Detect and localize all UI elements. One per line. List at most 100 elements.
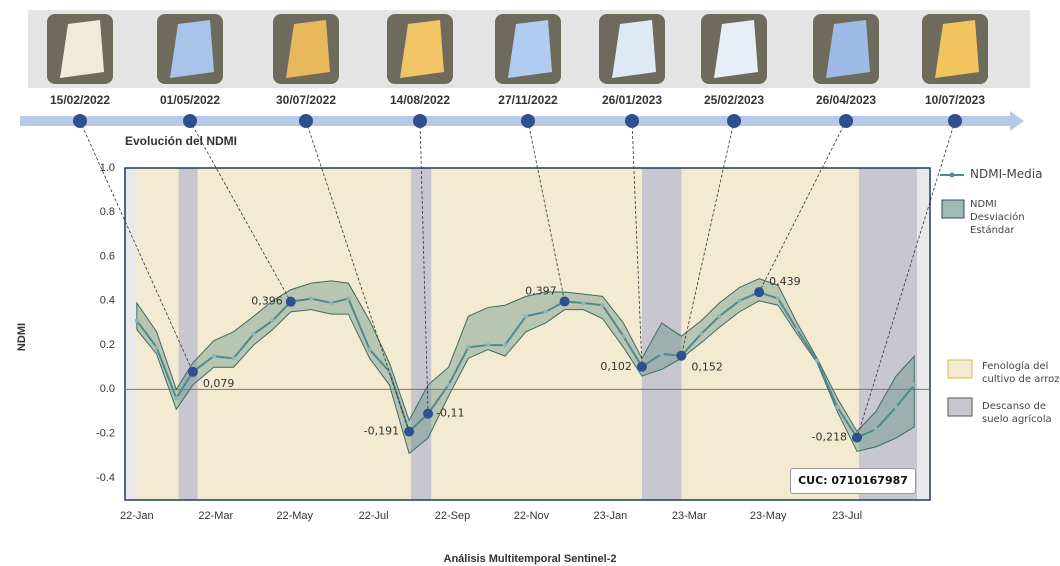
thumbnail-field xyxy=(935,20,979,78)
mean-point xyxy=(737,298,742,303)
mean-point xyxy=(154,345,159,350)
legend-label: Descanso de suelo agrícola xyxy=(982,401,1052,425)
fallow-period xyxy=(411,168,432,500)
value-label: 0,439 xyxy=(769,275,801,288)
footer: Análisis Multitemporal Sentinel-2 xyxy=(444,553,617,565)
thumbnail-field xyxy=(826,20,870,78)
thumbnail-field xyxy=(400,20,444,78)
legend-swatch xyxy=(947,359,973,379)
legend-dot xyxy=(949,172,955,178)
mean-point xyxy=(621,334,626,339)
y-tick-label: 0.6 xyxy=(100,250,115,262)
x-tick-label: 23-May xyxy=(750,510,787,522)
timeline-dot xyxy=(625,114,639,128)
connector xyxy=(856,120,956,438)
mean-point xyxy=(134,318,140,323)
fallow-period xyxy=(178,168,198,500)
mean-point xyxy=(794,327,800,332)
value-label: 0,079 xyxy=(203,377,235,390)
mean-point xyxy=(893,404,899,410)
mean-point xyxy=(600,303,605,308)
mean-point xyxy=(698,331,704,337)
mean-point xyxy=(346,296,351,301)
timeline-dot xyxy=(73,114,87,128)
connector xyxy=(305,120,410,432)
connector xyxy=(419,120,429,414)
value-label: -0,11 xyxy=(436,407,464,420)
timeline-dot xyxy=(948,114,962,128)
mean-point xyxy=(174,395,179,401)
mean-point xyxy=(775,296,781,301)
crop-period xyxy=(135,168,917,500)
highlight-point xyxy=(285,296,296,307)
x-tick-label: 23-Jan xyxy=(594,510,628,522)
x-tick-label: 22-Nov xyxy=(514,510,550,522)
date-label: 01/05/2022 xyxy=(160,93,220,107)
std-band xyxy=(136,278,915,455)
mean-point xyxy=(659,351,664,357)
mean-point xyxy=(329,300,334,306)
x-tick-label: 22-Sep xyxy=(435,510,470,522)
mean-point xyxy=(581,300,586,306)
mean-point xyxy=(814,358,820,363)
x-tick-label: 22-Mar xyxy=(198,510,233,522)
thumbnail-field xyxy=(508,20,552,78)
y-tick-label: 0.2 xyxy=(100,339,115,351)
date-label: 26/01/2023 xyxy=(602,93,662,107)
date-label: 15/02/2022 xyxy=(50,93,110,107)
legend-swatch xyxy=(947,397,973,417)
legend-label: NDMI Desviación Estándar xyxy=(970,199,1025,236)
mean-point xyxy=(502,342,508,348)
x-tick-label: 23-Mar xyxy=(672,510,707,522)
mean-point xyxy=(367,347,372,352)
timeline-dot xyxy=(727,114,741,128)
value-label: 0,397 xyxy=(525,284,557,297)
x-tick-label: 22-May xyxy=(276,510,313,522)
y-axis-label: NDMI xyxy=(16,323,28,351)
mean-point xyxy=(466,345,471,350)
highlight-point xyxy=(404,426,415,437)
mean-point xyxy=(835,404,840,410)
mean-point xyxy=(231,356,236,361)
mean-point xyxy=(523,314,529,319)
connector xyxy=(79,120,194,373)
mean-point xyxy=(211,353,216,359)
y-tick-label: -0.2 xyxy=(96,428,115,440)
timeline-dot xyxy=(521,114,535,128)
legend-label: Fenología del cultivo de arroz xyxy=(982,361,1060,385)
date-label: 30/07/2022 xyxy=(276,93,336,107)
fallow-period xyxy=(641,168,682,500)
connector xyxy=(189,120,292,302)
timeline-dot xyxy=(413,114,427,128)
connector xyxy=(527,120,565,302)
connector xyxy=(631,120,643,367)
mean-point xyxy=(270,318,275,323)
connector xyxy=(681,120,735,356)
y-tick-label: 0.8 xyxy=(100,206,115,218)
timeline-dot xyxy=(839,114,853,128)
highlight-point xyxy=(423,408,434,419)
highlight-point xyxy=(636,361,647,372)
value-label: 0,102 xyxy=(600,360,632,373)
mean-point xyxy=(873,426,879,432)
value-label: 0,152 xyxy=(691,361,723,374)
annotation: CUC: 0710167987 xyxy=(790,468,916,494)
mean-point xyxy=(251,331,256,337)
value-label: 0,396 xyxy=(251,295,283,308)
mean-point xyxy=(387,369,392,374)
mean-point xyxy=(717,314,722,319)
chart-title: Evolución del NDMI xyxy=(125,134,237,148)
thumbnail-field xyxy=(170,20,214,78)
value-label: -0,191 xyxy=(364,425,399,438)
legend-label: NDMI-Media xyxy=(970,167,1043,181)
mean-point xyxy=(912,382,917,388)
connector xyxy=(758,120,847,293)
y-tick-label: 0.0 xyxy=(100,383,115,395)
fallow-period xyxy=(858,168,917,500)
y-tick-label: 1.0 xyxy=(100,162,115,174)
mean-point xyxy=(485,342,491,348)
y-tick-label: 0.4 xyxy=(100,295,115,307)
value-label: -0,218 xyxy=(812,431,847,444)
highlight-point xyxy=(559,296,570,307)
